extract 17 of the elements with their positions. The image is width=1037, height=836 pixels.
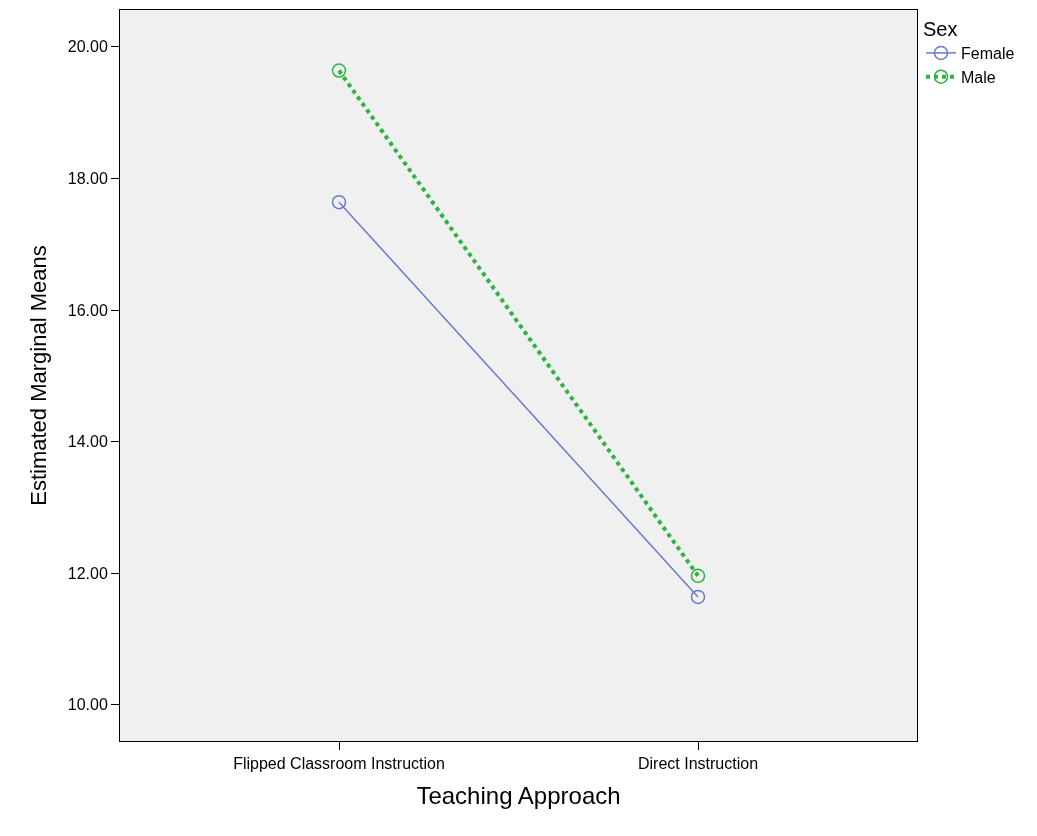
x-tick-label: Flipped Classroom Instruction [233,755,445,773]
legend-label: Female [960,45,1015,63]
y-tick-label: 10.00 [67,696,108,714]
legend-label: Male [960,68,996,86]
y-tick-label: 18.00 [67,170,108,188]
point [331,63,347,78]
x-tick-label: Direct Instruction [637,755,759,773]
y-tick-label: 14.00 [67,433,108,451]
point [331,194,347,210]
y-axis-title: Estimated Marginal Means [25,245,51,506]
x-axis-title: Teaching Approach [416,781,621,809]
legend-title: Sex [922,18,958,40]
y-tick-label: 16.00 [67,301,108,319]
y-tick-label: 20.00 [67,38,108,56]
y-tick-label: 12.00 [67,564,108,582]
point [690,589,706,605]
point [690,568,706,584]
